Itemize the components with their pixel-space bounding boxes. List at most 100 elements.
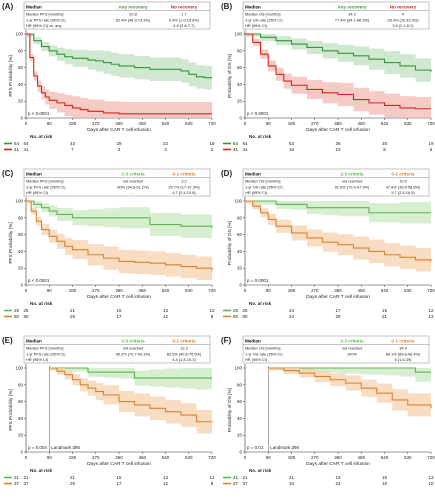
risk-count: 16 <box>335 475 341 480</box>
risk-count: 12 <box>209 308 215 313</box>
y-tick-label: 80 <box>18 215 24 220</box>
table-cell: 1-yr OS rate (95% CI) <box>245 17 283 22</box>
risk-group-n: 64 <box>233 141 239 146</box>
y-axis-label: Probability of OS [%] <box>227 388 233 432</box>
table-header: 2-3 criteria <box>121 172 145 177</box>
panel-label: (F) <box>221 336 232 345</box>
panel-a: (A) Median Any recovery No recovery Median P… <box>2 1 216 152</box>
table-header: 0-1 criteria <box>172 172 196 177</box>
risk-count: 8 <box>211 314 214 319</box>
x-tick-label: 360 <box>334 455 342 460</box>
table-cell: 89.1% (69.8-96.4%) <box>386 351 421 356</box>
risk-count: 24 <box>335 481 341 486</box>
x-tick-label: 180 <box>288 455 296 460</box>
risk-count: 25 <box>23 308 29 313</box>
x-tick-label: 450 <box>357 121 365 126</box>
y-tick-label: 20 <box>18 433 24 438</box>
table-header: 2-3 criteria <box>340 172 364 177</box>
y-tick-label: 100 <box>234 366 242 371</box>
risk-count: 6 <box>430 147 433 152</box>
landmark-label: Landmark d90 <box>51 445 80 450</box>
panel-e: (E) Median 2-3 criteria 0-1 criteria Median … <box>2 335 216 486</box>
y-tick-label: 60 <box>18 399 24 404</box>
risk-count: 37 <box>23 481 29 486</box>
ci-band <box>26 201 212 283</box>
x-tick-label: 180 <box>288 121 296 126</box>
table-cell: 4.6 (2.8-7.7) <box>173 23 195 28</box>
ci-band <box>26 34 212 90</box>
x-tick-label: 630 <box>404 121 412 126</box>
survival-curve-1 <box>245 200 431 214</box>
risk-count: 12 <box>428 308 434 313</box>
table-header: No recovery <box>171 5 198 10</box>
y-tick-label: 0 <box>239 450 242 455</box>
table-header: Median <box>245 5 261 10</box>
risk-count: 34 <box>289 481 295 486</box>
table-cell: HR (95% CI) vs. any <box>26 23 62 28</box>
x-tick-label: 360 <box>334 288 342 293</box>
x-tick-label: 450 <box>138 288 146 293</box>
table-cell: Median PFS [months] <box>26 12 63 17</box>
panel-label: (C) <box>2 169 13 178</box>
ci-band <box>245 34 431 118</box>
risk-count: 12 <box>163 314 169 319</box>
p-value: p = 0.004 <box>28 445 47 450</box>
risk-count: 29 <box>70 481 76 486</box>
table-header: 0-1 criteria <box>391 172 415 177</box>
risk-count: 15 <box>382 308 388 313</box>
x-tick-label: 360 <box>115 121 123 126</box>
risk-count: 13 <box>428 314 434 319</box>
risk-table-title: No. at risk <box>30 301 53 306</box>
panel-label: (E) <box>2 336 13 345</box>
x-axis-label: Days after CAR T cell infusion <box>87 127 151 133</box>
risk-count: 21 <box>70 308 76 313</box>
y-tick-label: 80 <box>237 215 243 220</box>
x-axis-label: Days after CAR T cell infusion <box>87 294 151 300</box>
risk-group-n: 21 <box>233 475 239 480</box>
table-cell: 1.7 <box>181 12 186 17</box>
survival-curve-2 <box>245 200 432 262</box>
risk-count: 10 <box>335 147 341 152</box>
risk-count: 44 <box>289 314 295 319</box>
x-tick-label: 0 <box>25 121 28 126</box>
risk-count: 21 <box>23 475 29 480</box>
risk-table-title: No. at risk <box>249 134 272 139</box>
table-cell: HR (95% CI) <box>26 190 49 195</box>
y-axis-label: PFS Probability [%] <box>8 389 14 430</box>
x-tick-label: 450 <box>357 455 365 460</box>
panel-f: (F) Median 2-3 criteria 0-1 criteria Median … <box>221 335 435 486</box>
x-tick-label: 180 <box>288 288 296 293</box>
x-tick-label: 0 <box>244 121 247 126</box>
x-tick-label: 360 <box>115 288 123 293</box>
table-header: No recovery <box>390 5 417 10</box>
x-tick-label: 270 <box>311 121 319 126</box>
risk-group-n: 41 <box>233 147 239 152</box>
x-tick-label: 0 <box>244 455 247 460</box>
risk-count: 41 <box>23 147 29 152</box>
risk-count: 24 <box>289 308 295 313</box>
table-cell: 1-yr PFS rate (95% CI) <box>26 184 66 189</box>
risk-count: 18 <box>209 141 215 146</box>
risk-count: 10 <box>428 481 434 486</box>
risk-table-title: No. at risk <box>249 301 272 306</box>
y-axis-label: Probability of OS [%] <box>227 221 233 265</box>
y-tick-label: 0 <box>20 450 23 455</box>
risk-count: 22 <box>163 141 169 146</box>
y-tick-label: 20 <box>237 433 243 438</box>
table-cell: 4.7 (2.4-10.6) <box>172 190 196 195</box>
x-tick-label: 90 <box>266 121 272 126</box>
table-cell: 4.4 (1.8-15.1) <box>172 357 196 362</box>
table-cell: Median OS [months] <box>245 179 280 184</box>
risk-table-title: No. at risk <box>30 134 53 139</box>
table-cell: not reached <box>342 346 363 351</box>
table-cell: 3.6 (2.1-6.2) <box>392 23 414 28</box>
table-cell: 1-yr OS rate (95% CI) <box>245 351 283 356</box>
risk-count: 29 <box>335 314 341 319</box>
survival-curve-1 <box>26 33 212 79</box>
risk-group-n: 21 <box>14 475 20 480</box>
summary-table <box>242 168 430 197</box>
table-cell: 26.7% (17-37.3%) <box>168 184 200 189</box>
risk-group-n: 80 <box>233 314 239 319</box>
risk-count: 13 <box>163 475 169 480</box>
table-cell: 91.6% (70.4-97.9%) <box>335 184 370 189</box>
